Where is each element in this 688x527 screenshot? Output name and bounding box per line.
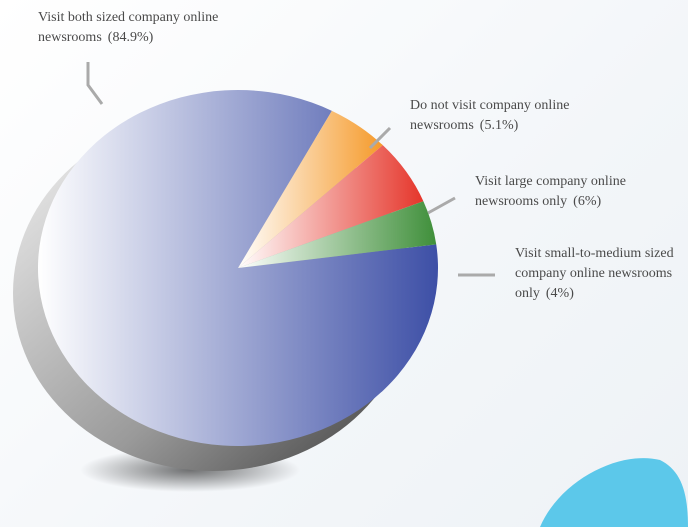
slice-label: Do not visit company online newsrooms (5.… xyxy=(410,96,610,136)
leader-lines xyxy=(86,62,495,277)
slice-label: Visit large company online newsrooms onl… xyxy=(475,172,685,212)
decoration xyxy=(540,458,688,527)
value-label: (6%) xyxy=(573,194,602,209)
pie-slice xyxy=(238,145,424,268)
slice-label: Visit both sized company online newsroom… xyxy=(38,8,238,48)
value-label: (4%) xyxy=(545,286,574,301)
slices xyxy=(37,89,438,446)
value-label: (5.1%) xyxy=(479,118,519,133)
category-label: Visit both sized company online newsroom… xyxy=(38,10,219,45)
category-label: Do not visit company online newsrooms xyxy=(410,98,570,133)
slice-label: Visit small-to-medium sized company onli… xyxy=(515,244,688,304)
pie-slice xyxy=(37,89,438,446)
pie-slice xyxy=(238,201,437,268)
pie-slice xyxy=(238,110,383,268)
category-label: Visit large company online newsrooms onl… xyxy=(475,174,626,209)
category-label: Visit small-to-medium sized company onli… xyxy=(515,246,674,301)
value-label: (84.9%) xyxy=(107,30,154,45)
